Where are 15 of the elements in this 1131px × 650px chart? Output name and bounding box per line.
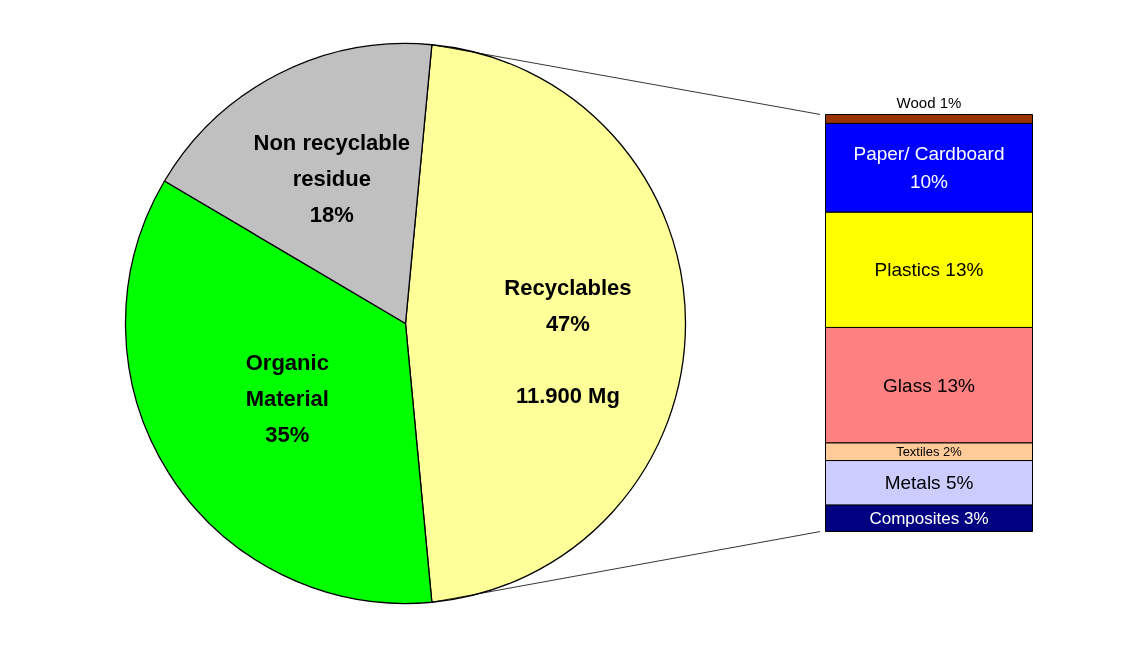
slice-label: Non recyclable residue <box>253 130 411 192</box>
data-label: 35% <box>265 422 310 448</box>
data-label: 10% <box>909 171 949 193</box>
data-label: 47% <box>545 311 590 336</box>
slice-label: Recyclables <box>504 275 632 300</box>
text: Wood 1% <box>896 94 962 111</box>
text: Textiles 2% <box>896 444 962 460</box>
text: 11.900 Mg <box>515 383 620 408</box>
data-label: 18% <box>309 202 354 228</box>
text: Metals 5% <box>884 472 974 494</box>
series-label: Paper/ Cardboard <box>853 143 1005 165</box>
text: Composites 3% <box>869 508 989 528</box>
text: Glass 13% <box>883 374 975 396</box>
text: Plastics 13% <box>874 259 984 281</box>
slice-label: Organic Material <box>245 350 329 412</box>
